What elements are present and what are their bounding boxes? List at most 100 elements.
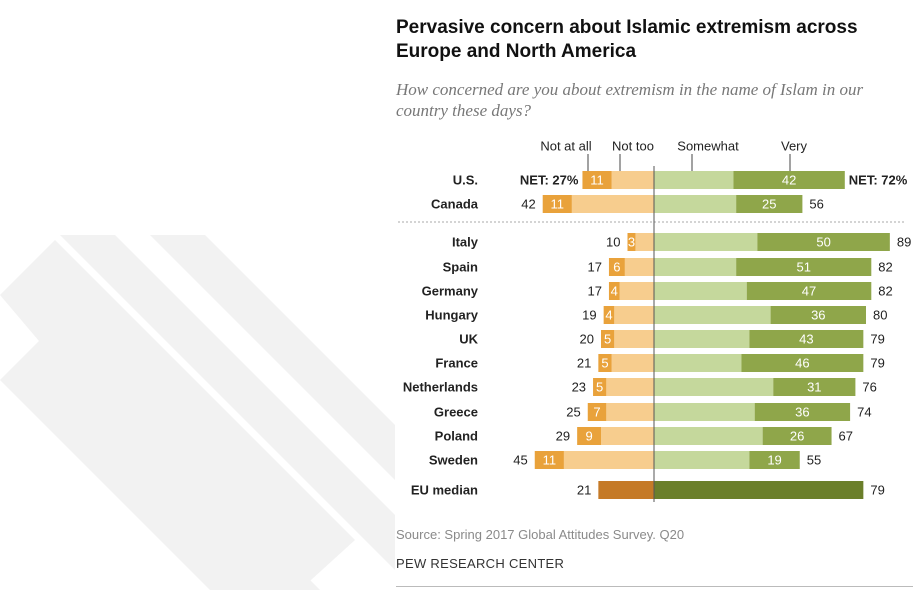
- bar-somewhat-canada: [654, 195, 737, 213]
- bar-not-too-uk: [614, 330, 654, 348]
- net-concerned-value-hungary: 80: [873, 308, 887, 323]
- net-concerned-label-u-s-: NET: 72%: [849, 173, 908, 188]
- brand-label: PEW RESEARCH CENTER: [396, 556, 565, 571]
- value-very-u-s-: 42: [782, 173, 796, 188]
- bar-not-too-france: [611, 354, 654, 372]
- bar-somewhat-poland: [654, 427, 763, 445]
- bar-not-at-all-uk: [601, 330, 615, 348]
- value-not-at-all-france: 5: [601, 356, 608, 371]
- net-not-value-uk: 20: [580, 332, 594, 347]
- country-label-spain: Spain: [443, 260, 478, 275]
- value-very-canada: 25: [762, 197, 776, 212]
- net-concerned-value-sweden: 55: [807, 453, 821, 468]
- bottom-rule: [396, 586, 913, 587]
- country-label-italy: Italy: [452, 235, 479, 250]
- net-concerned-value-spain: 82: [878, 260, 892, 275]
- bar-very-france: [741, 354, 864, 372]
- bar-very-netherlands: [773, 378, 856, 396]
- legend-label-somewhat: Somewhat: [677, 139, 739, 154]
- net-not-value-sweden: 45: [513, 453, 527, 468]
- bar-very-sweden: [749, 451, 800, 469]
- bar-median-not-concerned: [598, 481, 654, 499]
- value-very-germany: 47: [802, 284, 816, 299]
- bar-not-too-netherlands: [606, 378, 654, 396]
- net-not-value-germany: 17: [587, 284, 601, 299]
- net-concerned-value-uk: 79: [870, 332, 884, 347]
- source-note: Source: Spring 2017 Global Attitudes Sur…: [396, 527, 685, 542]
- bar-not-at-all-poland: [577, 427, 601, 445]
- country-label-netherlands: Netherlands: [403, 380, 478, 395]
- net-not-value-hungary: 19: [582, 308, 596, 323]
- net-concerned-value-eu-median: 79: [870, 483, 884, 498]
- bar-somewhat-hungary: [654, 306, 771, 324]
- value-very-hungary: 36: [811, 308, 825, 323]
- net-not-value-france: 21: [577, 356, 591, 371]
- bar-not-too-spain: [624, 258, 654, 276]
- bar-not-at-all-u-s-: [582, 171, 612, 189]
- value-not-at-all-germany: 4: [611, 284, 618, 299]
- bar-very-u-s-: [733, 171, 845, 189]
- value-not-at-all-netherlands: 5: [596, 380, 603, 395]
- value-very-greece: 36: [795, 405, 809, 420]
- bar-not-too-canada: [571, 195, 654, 213]
- chart-subtitle: How concerned are you about extremism in…: [396, 80, 864, 120]
- bar-not-too-italy: [635, 233, 654, 251]
- bar-somewhat-netherlands: [654, 378, 774, 396]
- net-concerned-value-canada: 56: [809, 197, 823, 212]
- bar-somewhat-uk: [654, 330, 750, 348]
- country-label-germany: Germany: [422, 284, 479, 299]
- bar-very-italy: [757, 233, 890, 251]
- legend-label-not_too: Not too: [612, 139, 654, 154]
- bar-not-at-all-greece: [587, 403, 607, 421]
- net-not-value-netherlands: 23: [572, 380, 586, 395]
- bar-very-greece: [754, 403, 851, 421]
- net-concerned-value-greece: 74: [857, 405, 871, 420]
- bar-somewhat-spain: [654, 258, 737, 276]
- value-very-italy: 50: [816, 235, 830, 250]
- bar-not-too-poland: [601, 427, 654, 445]
- value-not-at-all-spain: 6: [613, 260, 620, 275]
- value-very-netherlands: 31: [807, 380, 821, 395]
- bar-not-at-all-netherlands: [593, 378, 607, 396]
- chart-title: Pervasive concern about Islamic extremis…: [396, 17, 858, 62]
- net-not-value-greece: 25: [566, 405, 580, 420]
- bar-not-at-all-france: [598, 354, 612, 372]
- country-label-uk: UK: [459, 332, 478, 347]
- country-label-canada: Canada: [431, 197, 479, 212]
- bar-not-too-u-s-: [611, 171, 654, 189]
- value-not-at-all-greece: 7: [593, 405, 600, 420]
- country-label-greece: Greece: [434, 405, 478, 420]
- bar-somewhat-italy: [654, 233, 758, 251]
- value-very-spain: 51: [796, 260, 810, 275]
- bar-not-at-all-germany: [608, 282, 620, 300]
- value-very-france: 46: [795, 356, 809, 371]
- bar-not-too-greece: [606, 403, 654, 421]
- value-not-at-all-canada: 11: [551, 197, 565, 212]
- net-concerned-value-italy: 89: [897, 235, 911, 250]
- value-very-uk: 43: [799, 332, 813, 347]
- bar-not-at-all-hungary: [603, 306, 615, 324]
- value-very-sweden: 19: [767, 453, 781, 468]
- legend-label-very: Very: [781, 139, 808, 154]
- bar-not-too-hungary: [614, 306, 654, 324]
- net-not-value-eu-median: 21: [577, 483, 591, 498]
- bar-somewhat-u-s-: [654, 171, 734, 189]
- value-not-at-all-u-s-: 11: [590, 173, 604, 188]
- country-label-france: France: [435, 356, 478, 371]
- bar-somewhat-greece: [654, 403, 755, 421]
- bar-very-poland: [762, 427, 832, 445]
- bar-not-too-germany: [619, 282, 654, 300]
- bar-very-hungary: [770, 306, 866, 324]
- bar-not-at-all-spain: [608, 258, 625, 276]
- net-concerned-value-netherlands: 76: [862, 380, 876, 395]
- value-very-poland: 26: [790, 429, 804, 444]
- net-not-label-u-s-: NET: 27%: [520, 173, 579, 188]
- bar-somewhat-germany: [654, 282, 747, 300]
- net-concerned-value-france: 79: [870, 356, 884, 371]
- net-not-value-poland: 29: [556, 429, 570, 444]
- bar-very-germany: [746, 282, 872, 300]
- value-not-at-all-italy: 3: [628, 235, 635, 250]
- net-not-value-canada: 42: [521, 197, 535, 212]
- net-not-value-italy: 10: [606, 235, 620, 250]
